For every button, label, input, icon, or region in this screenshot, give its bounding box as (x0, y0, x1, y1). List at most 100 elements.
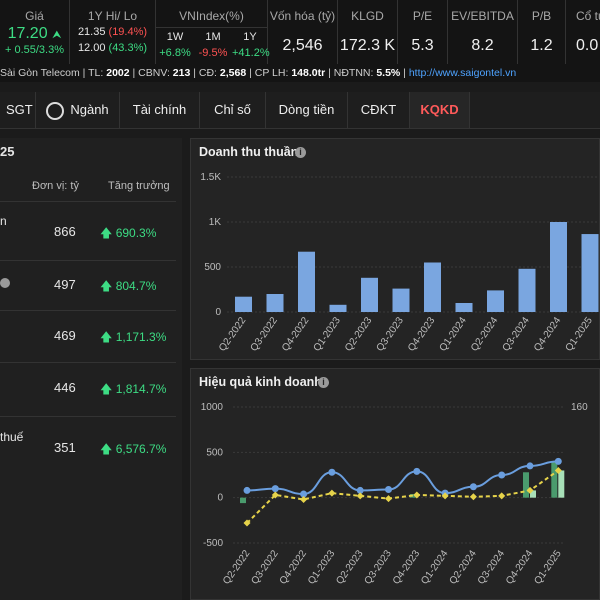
x-tick-label: Q2-2024 (448, 548, 480, 587)
tab-chi-so[interactable]: Chỉ số (200, 92, 266, 128)
cd-value: 2,568 (219, 67, 247, 79)
revenue-chart-panel: Doanh thu thuần i 0 500 1K 1.5K Q2-2022 Q3-20… (190, 138, 600, 360)
bar (550, 222, 567, 312)
website-link[interactable]: http://www.saigontel.vn (408, 67, 517, 79)
bar (558, 470, 565, 498)
row-value: 446 (54, 380, 76, 395)
price-label: Giá (25, 9, 44, 23)
growth-header: Tăng trưởng (108, 180, 170, 192)
y-tick-label: 1.5K (200, 172, 221, 183)
cd-label: CĐ: (198, 67, 217, 79)
cbnv-value: 213 (172, 67, 191, 79)
row-growth: 804.7% (115, 279, 157, 293)
bar (329, 304, 347, 312)
table-row[interactable]: thuế 351 🡅 6,576.7% (0, 416, 176, 476)
hilo-label: 1Y Hi/ Lo (87, 9, 138, 23)
series-point (413, 491, 421, 499)
pe-cell: P/E 5.3 (398, 0, 448, 64)
performance-chart-title: Hiệu quả kinh doanh (199, 375, 322, 389)
ev-ebitda-value: 8.2 (471, 37, 494, 54)
info-icon[interactable]: i (295, 147, 306, 158)
pe-value: 5.3 (411, 37, 434, 54)
vnindex-value-1m: -9.5% (198, 47, 228, 59)
series-point (526, 462, 534, 470)
ndtnn-label: NĐTNN: (333, 67, 374, 79)
series-point (413, 467, 421, 475)
dividend-cell: Cổ tứ 0.0 (566, 0, 600, 64)
row-value: 351 (54, 440, 76, 455)
bar (518, 268, 536, 312)
vnindex-period-1w[interactable]: 1W (166, 31, 184, 43)
tab-cdkt[interactable]: CĐKT (348, 92, 410, 128)
x-tick-label: Q2-2023 (334, 548, 366, 587)
bar (487, 290, 504, 312)
bar (298, 251, 315, 312)
table-row[interactable]: 497 🡅 804.7% (0, 260, 176, 311)
series-point (271, 491, 279, 499)
right-y-tick-label: 160 (571, 402, 588, 413)
volume-cell: KLGD 172.3 K (338, 0, 398, 64)
x-tick-label: Q4-2023 (391, 548, 423, 587)
tl-value: 2002 (106, 67, 130, 79)
row-label: n (0, 214, 7, 228)
series-point (328, 489, 336, 497)
bar (551, 461, 558, 498)
table-row[interactable]: 469 🡅 1,171.3% (0, 310, 176, 363)
vnindex-label: VNIndex(%) (179, 9, 244, 23)
bar (240, 497, 246, 504)
arrow-up-icon: ⮝ (52, 29, 62, 41)
vnindex-value-1w: +6.8% (159, 47, 191, 59)
bar (266, 294, 284, 312)
arrow-up-icon: 🡅 (100, 226, 113, 240)
x-tick-label: Q2-2022 (221, 548, 253, 587)
vnindex-value-1y: +41.2% (232, 47, 270, 59)
ndtnn-value: 5.5% (376, 67, 401, 79)
tab-bar: SGT Ngành Tài chính Chỉ số Dòng tiền CĐK… (0, 92, 600, 129)
series-point (328, 468, 336, 476)
unit-header: Đơn vị: tỷ (32, 180, 79, 192)
row-value: 866 (54, 224, 76, 239)
hi-pct: (19.4%) (108, 26, 148, 38)
tab-kqkd[interactable]: KQKD (410, 92, 470, 128)
x-tick-label: Q1-2023 (306, 548, 338, 587)
x-tick-label: Q1-2025 (532, 548, 564, 587)
table-row[interactable]: n 866 🡅 690.3% (0, 202, 176, 261)
tab-dong-tien[interactable]: Dòng tiền (266, 92, 348, 128)
industry-toggle[interactable]: Ngành (36, 92, 120, 128)
series-point (554, 466, 562, 474)
arrow-up-icon: 🡅 (100, 330, 113, 344)
info-icon[interactable] (0, 278, 10, 288)
ticker-label: SGT (0, 92, 36, 128)
info-icon[interactable]: i (318, 377, 329, 388)
bar (235, 296, 252, 312)
table-row[interactable]: 446 🡅 1,814.7% (0, 362, 176, 417)
ev-ebitda-cell: EV/EBITDA 8.2 (448, 0, 518, 64)
cplh-label: CP LH: (254, 67, 289, 79)
bar (455, 303, 473, 312)
arrow-up-icon: 🡅 (100, 442, 113, 456)
row-growth: 690.3% (115, 226, 157, 240)
x-tick-label: Q3-2024 (501, 315, 533, 354)
hi-value: 21.35 (77, 26, 106, 38)
tab-tai-chinh[interactable]: Tài chính (120, 92, 200, 128)
bar (523, 472, 529, 498)
hilo-cell: 1Y Hi/ Lo 21.35 (19.4%) 12.00 (43.3%) (70, 0, 156, 64)
stock-summary-bar: Giá 17.20 ⮝ + 0.55/3.3% 1Y Hi/ Lo 21.35 … (0, 0, 600, 65)
vnindex-period-1y[interactable]: 1Y (243, 31, 257, 43)
x-tick-label: Q1-2025 (564, 315, 596, 354)
summary-table: 25 Đơn vị: tỷ Tăng trưởng n 866 🡅 690.3%… (0, 138, 182, 600)
y-tick-label: -500 (203, 538, 223, 549)
vnindex-cell: VNIndex(%) 1W 1M 1Y +6.8% -9.5% +41.2% (156, 0, 270, 64)
x-tick-label: Q2-2022 (217, 315, 249, 354)
revenue-chart-title: Doanh thu thuần (199, 145, 299, 159)
x-tick-label: Q1-2023 (312, 315, 344, 354)
x-tick-label: Q4-2022 (280, 315, 312, 354)
series-point (498, 492, 506, 500)
arrow-up-icon: 🡅 (100, 279, 113, 293)
series-point (385, 495, 392, 503)
series-point (356, 486, 364, 494)
row-value: 497 (54, 277, 76, 292)
vnindex-period-1m[interactable]: 1M (205, 31, 221, 43)
